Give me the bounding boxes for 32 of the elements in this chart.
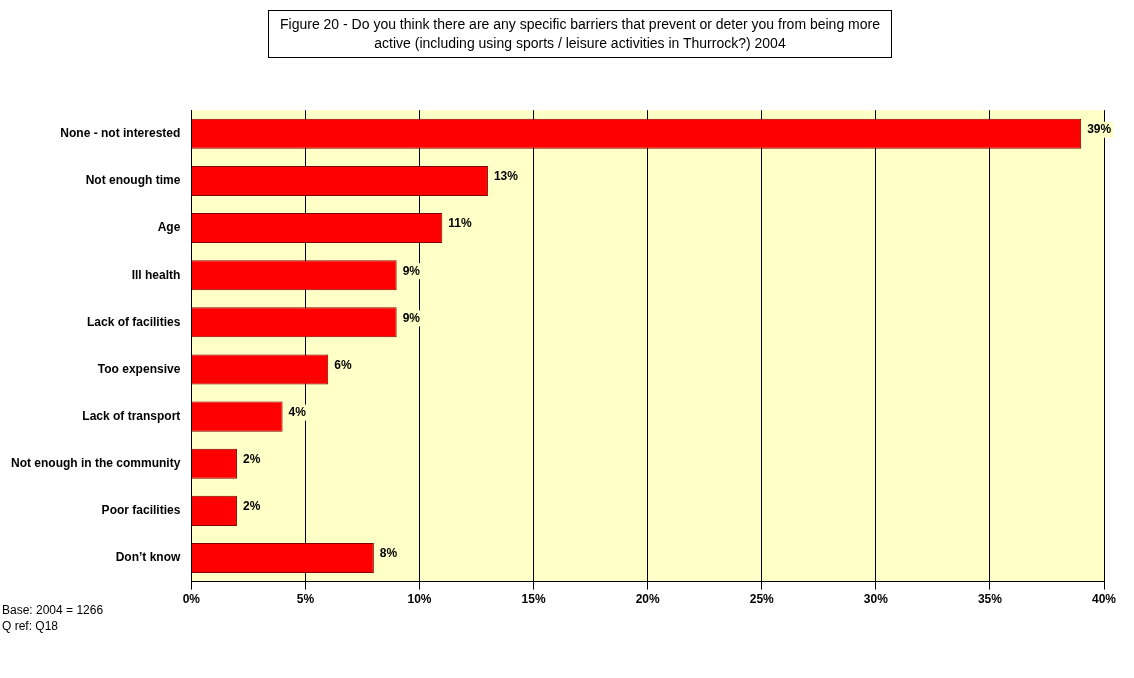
y-tick-label: Don’t know	[115, 550, 181, 565]
y-tick-label: Age	[157, 220, 181, 235]
x-tick-label: 20%	[635, 592, 660, 607]
y-tick-label: None - not interested	[60, 126, 181, 141]
x-tick-label: 30%	[863, 592, 889, 607]
x-tick-label: 5%	[296, 592, 315, 607]
y-tick-label: Not enough time	[85, 173, 181, 188]
data-label: 8%	[379, 546, 398, 561]
data-label: 9%	[402, 310, 421, 325]
x-tick-label: 10%	[407, 592, 432, 607]
data-label: 39%	[1087, 122, 1112, 137]
y-tick-label: Too expensive	[97, 361, 181, 376]
y-tick-label: Lack of transport	[82, 408, 181, 423]
x-tick-label: 0%	[182, 592, 201, 607]
data-label: 2%	[242, 499, 261, 514]
y-tick-label: Ill health	[131, 267, 181, 282]
data-label: 4%	[288, 404, 307, 419]
data-label: 13%	[493, 169, 519, 184]
data-label: 11%	[448, 216, 472, 231]
y-tick-label: Poor facilities	[101, 503, 181, 518]
x-tick-label: 40%	[1091, 592, 1117, 607]
data-label: 9%	[402, 263, 421, 278]
text: Q ref: Q18	[2, 618, 60, 634]
chart-title: Figure 20 - Do you think there are any specific barriers that prevent or deter you from being more active (including using sports / leisure activities in Thurrock?) 2004	[268, 10, 892, 58]
text: Base: 2004 = 1266	[2, 602, 104, 618]
x-tick-label: 35%	[977, 592, 1003, 607]
y-tick-label: Lack of facilities	[86, 314, 181, 329]
x-tick-label: 25%	[749, 592, 775, 607]
y-tick-label: Not enough in the community	[11, 456, 181, 471]
data-label: 6%	[334, 357, 352, 372]
x-tick-label: 15%	[521, 592, 546, 607]
data-label: 2%	[242, 452, 261, 467]
